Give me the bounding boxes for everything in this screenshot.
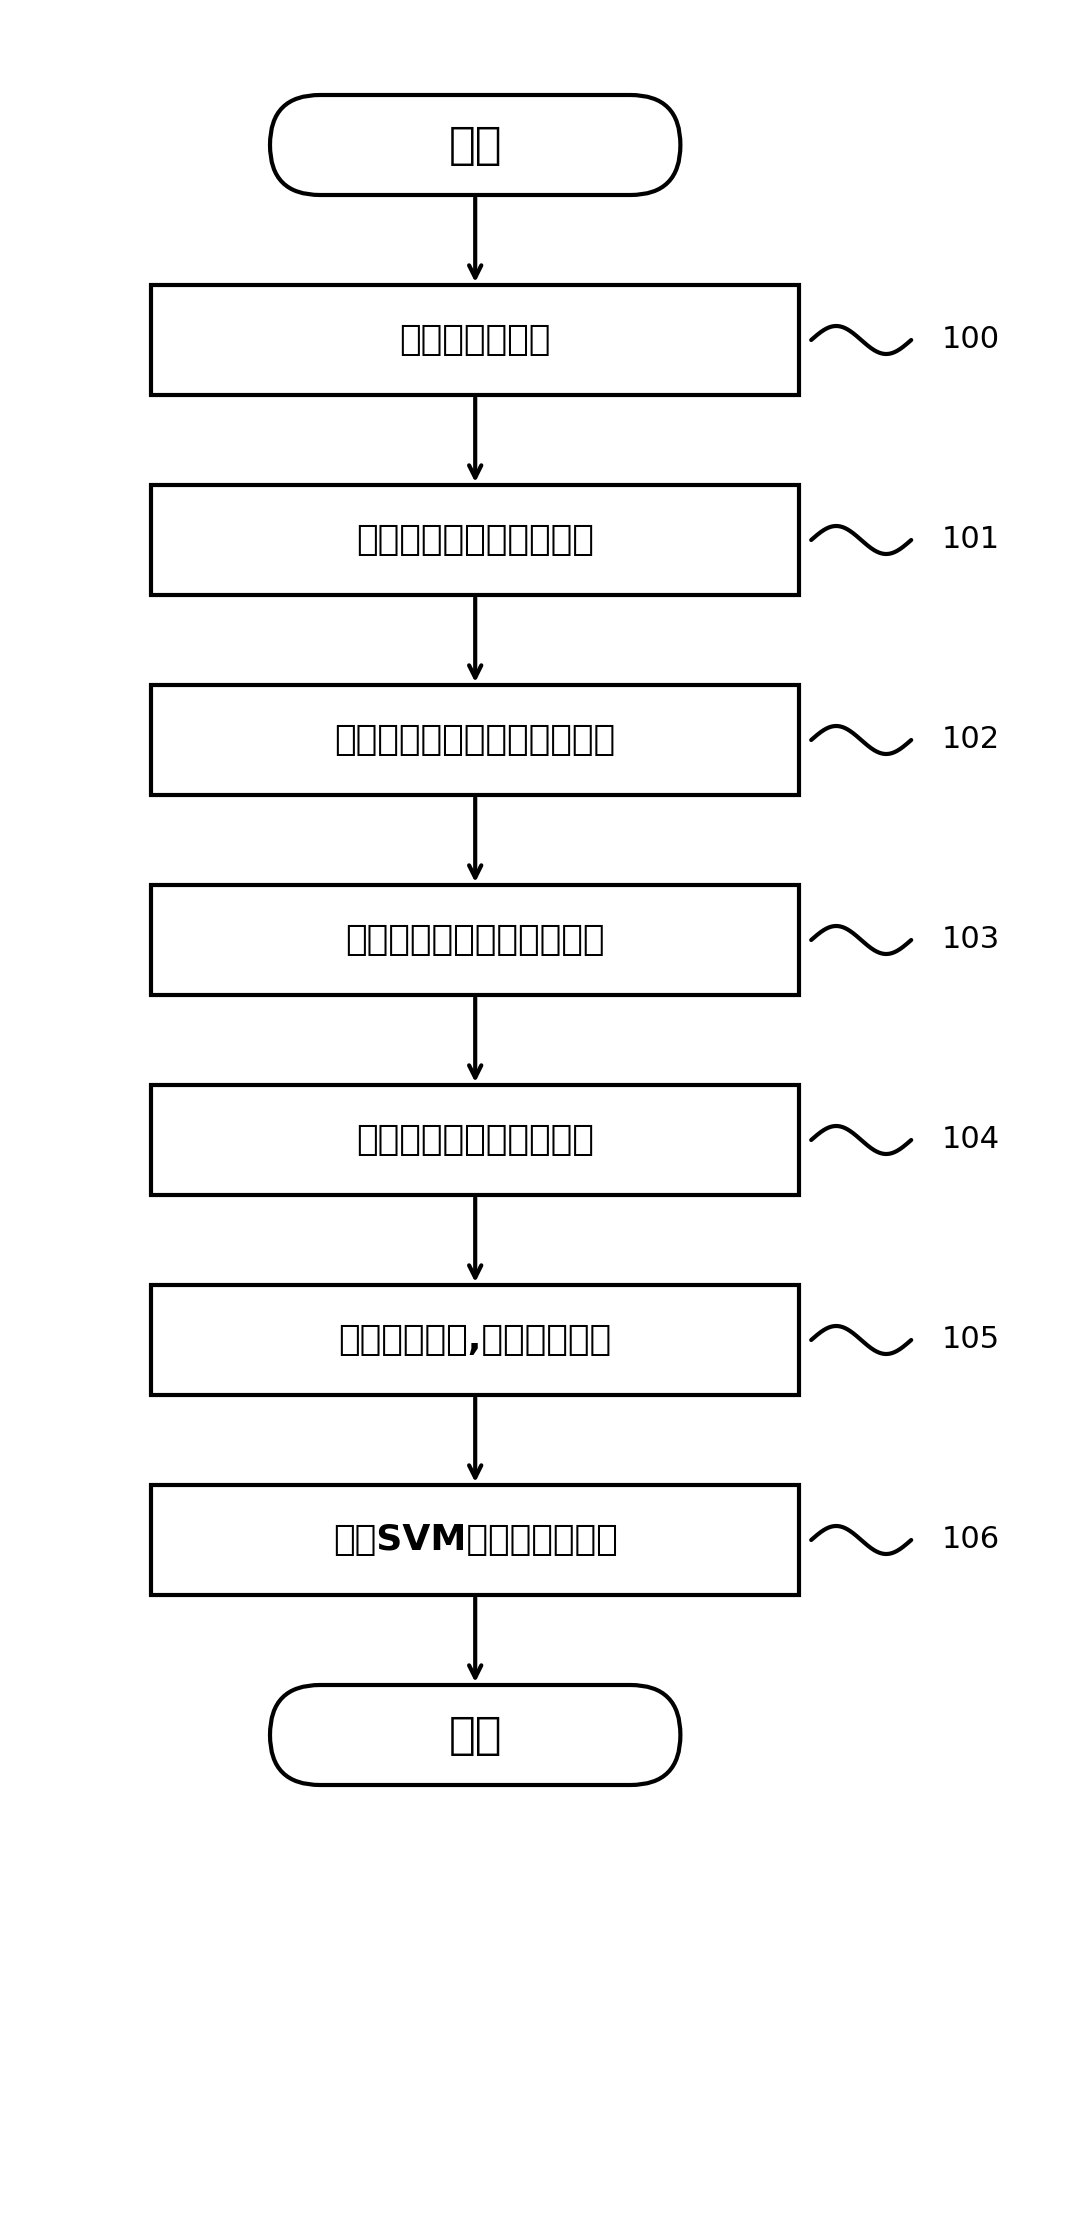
Text: 101: 101: [941, 525, 999, 554]
Bar: [151, 1086, 799, 1194]
Text: 100: 100: [941, 326, 999, 355]
Text: 102: 102: [941, 725, 999, 753]
Bar: [151, 485, 799, 596]
Text: 遥感图像预处理: 遥感图像预处理: [400, 324, 551, 357]
Bar: [151, 286, 799, 394]
Text: 105: 105: [941, 1325, 999, 1354]
FancyBboxPatch shape: [270, 1684, 680, 1786]
Text: 提取遥感图像的冠层植被指数: 提取遥感图像的冠层植被指数: [335, 722, 616, 758]
Text: 选取分类条件,建立分类模型: 选取分类条件,建立分类模型: [339, 1323, 611, 1356]
Text: 提取遥感图像的叶面积指数: 提取遥感图像的叶面积指数: [346, 924, 605, 957]
Text: 结束: 结束: [448, 1713, 502, 1757]
Text: 提取遥感图像的纹理指数: 提取遥感图像的纹理指数: [356, 1124, 594, 1157]
FancyBboxPatch shape: [270, 95, 680, 195]
Text: 104: 104: [941, 1126, 999, 1155]
Bar: [151, 1485, 799, 1596]
Text: 106: 106: [941, 1525, 999, 1553]
Bar: [151, 884, 799, 995]
Bar: [151, 1285, 799, 1396]
Bar: [151, 685, 799, 796]
Text: 提取遥感图像的绿度指数: 提取遥感图像的绿度指数: [356, 523, 594, 556]
Text: 应用SVM分类器实现分类: 应用SVM分类器实现分类: [333, 1522, 618, 1558]
Text: 103: 103: [941, 926, 999, 955]
Text: 开始: 开始: [448, 124, 502, 166]
